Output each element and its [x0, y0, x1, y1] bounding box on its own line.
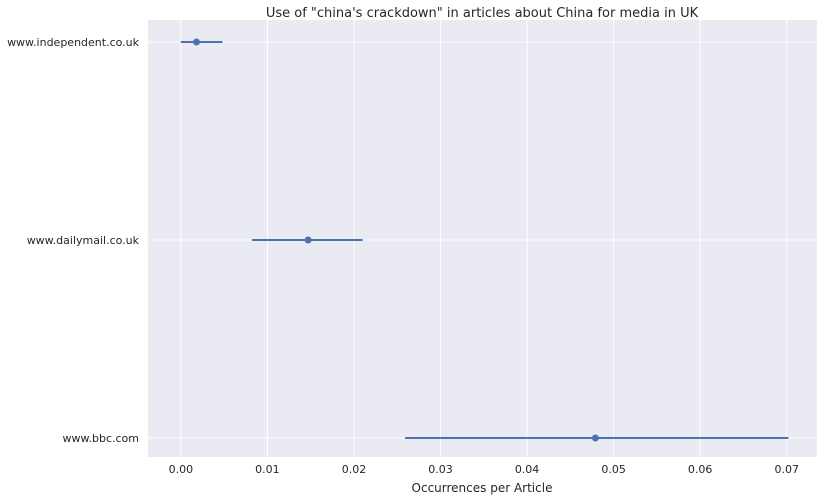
x-ticks: 0.00 0.01 0.02 0.03 0.04 0.05 0.06 0.07 — [169, 463, 799, 476]
x-tick-label: 0.06 — [688, 463, 713, 476]
x-tick-label: 0.01 — [255, 463, 280, 476]
plot-background — [148, 20, 817, 457]
x-tick-label: 0.03 — [428, 463, 453, 476]
x-tick-label: 0.07 — [774, 463, 799, 476]
data-point — [304, 236, 312, 244]
data-marks — [180, 38, 789, 442]
y-category-label: www.independent.co.uk — [7, 36, 140, 49]
x-axis-label: Occurrences per Article — [412, 481, 553, 495]
x-tick-label: 0.00 — [169, 463, 194, 476]
x-tick-label: 0.04 — [515, 463, 540, 476]
x-tick-label: 0.05 — [601, 463, 626, 476]
grid — [148, 20, 817, 457]
y-categories: www.independent.co.uk www.dailymail.co.uk… — [7, 36, 140, 445]
y-category-label: www.bbc.com — [63, 432, 139, 445]
y-category-label: www.dailymail.co.uk — [27, 234, 140, 247]
x-tick-label: 0.02 — [342, 463, 367, 476]
data-point — [192, 38, 200, 46]
data-point — [591, 434, 599, 442]
chart-title: Use of "china's crackdown" in articles a… — [266, 6, 699, 21]
